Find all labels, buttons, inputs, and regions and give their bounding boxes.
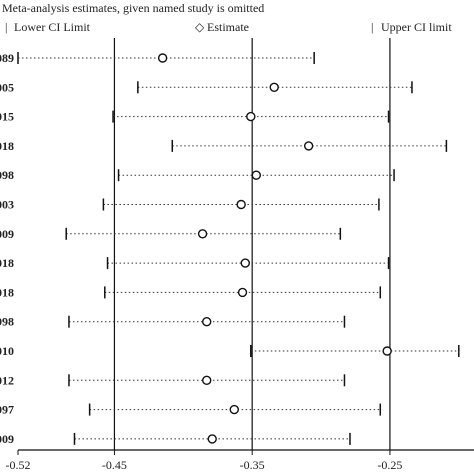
estimate-point (303, 141, 314, 151)
study-label: 018 (0, 139, 14, 153)
study-label: 015 (0, 110, 14, 124)
x-tick-label: -0.45 (102, 458, 127, 472)
estimate-point (197, 229, 208, 239)
estimate-point (236, 199, 246, 210)
study-label: 018 (0, 285, 14, 299)
estimate-point (251, 170, 262, 180)
study-label: 089 (0, 51, 14, 65)
legend-lower-symbol: | (5, 20, 7, 34)
x-tick-label: -0.25 (377, 458, 402, 472)
study-label: 098 (0, 168, 14, 182)
estimate-point (246, 111, 256, 122)
study-label: 009 (0, 227, 14, 241)
study-label: 018 (0, 256, 14, 270)
estimate-point (202, 317, 212, 327)
estimate-point (229, 404, 239, 415)
x-tick-label: -0.35 (240, 458, 265, 472)
estimate-point (202, 375, 212, 385)
study-label: 012 (0, 373, 14, 387)
legend-lower-label: Lower CI Limit (14, 20, 91, 34)
study-label: 097 (0, 403, 14, 417)
chart-title: Meta-analysis estimates, given named stu… (2, 1, 264, 15)
legend-estimate-symbol: ◇ (195, 20, 205, 34)
estimate-point (269, 82, 279, 93)
study-label: 009 (0, 432, 14, 446)
study-label: 003 (0, 198, 14, 212)
estimate-point (240, 258, 250, 268)
estimate-point (157, 53, 168, 63)
plot-area: -0.52 -0.45 -0.35 -0.25 089 005 015 018 098 003 00… (0, 38, 474, 472)
legend-upper-symbol: | (371, 20, 373, 34)
legend-estimate-label: Estimate (207, 20, 249, 34)
study-label: 005 (0, 80, 14, 94)
legend-upper-label: Upper CI limit (381, 20, 452, 34)
study-label: 010 (0, 344, 14, 358)
estimate-point (382, 346, 392, 356)
legend: | Lower CI Limit ◇ Estimate | Upper CI l… (5, 20, 452, 34)
study-label: 098 (0, 315, 14, 329)
estimate-point (207, 434, 217, 444)
estimate-point (237, 287, 248, 298)
x-tick-label: -0.52 (6, 458, 31, 472)
